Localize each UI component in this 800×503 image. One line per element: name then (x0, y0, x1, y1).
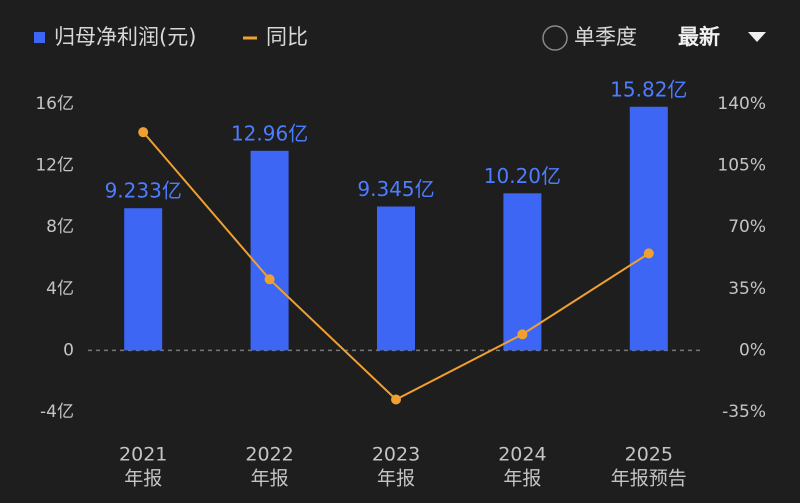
y-tick-label: 0 (63, 340, 74, 360)
quarter-toggle[interactable]: 单季度 (542, 25, 637, 51)
y2-tick-label: 140% (717, 94, 766, 114)
y2-tick-label: 35% (728, 279, 766, 299)
y2-tick-label: -35% (722, 402, 766, 422)
value-label: 15.82亿 (610, 77, 687, 101)
x-tick-label: 2023 (372, 444, 420, 466)
value-label: 10.20亿 (484, 164, 561, 188)
quarter-label[interactable]: 单季度 (574, 25, 637, 49)
y2-tick-label: 0% (739, 340, 766, 360)
y-tick-label: -4亿 (40, 402, 74, 422)
bar (124, 208, 163, 351)
x-tick-label: 2021 (119, 444, 167, 466)
radio[interactable] (542, 25, 568, 51)
y2-tick-label: 105% (717, 156, 766, 176)
legend-swatch (34, 32, 45, 43)
x-tick-label: 年报 (251, 468, 289, 490)
yoy-point (643, 248, 654, 259)
y-tick-label: 12亿 (35, 156, 74, 176)
x-tick-label: 年报 (503, 468, 541, 490)
yoy-point (264, 274, 275, 285)
value-label: 9.233亿 (105, 179, 182, 203)
sort-dropdown[interactable]: 最新 (678, 25, 766, 49)
bar (503, 193, 542, 351)
value-label: 12.96亿 (231, 121, 308, 145)
bar (629, 106, 668, 351)
y2-tick-label: 70% (728, 217, 766, 237)
legend-label: 归母净利润(元) (54, 25, 196, 49)
yoy-point (517, 329, 528, 340)
y-tick-label: 8亿 (46, 217, 74, 237)
y-tick-label: 16亿 (35, 94, 74, 114)
x-tick-label: 年报 (377, 468, 415, 490)
y-tick-label: 4亿 (46, 279, 74, 299)
x-tick-label: 2024 (498, 444, 546, 466)
x-tick-label: 2022 (245, 444, 293, 466)
bar (377, 206, 415, 351)
yoy-point (138, 127, 149, 138)
yoy-point (391, 394, 401, 405)
dropdown-arrow[interactable] (748, 32, 766, 42)
x-tick-label: 2025 (625, 444, 673, 466)
legend-label: 同比 (266, 25, 308, 49)
value-label: 9.345亿 (357, 177, 434, 201)
x-tick-label: 年报预告 (611, 468, 687, 490)
sort-label[interactable]: 最新 (678, 25, 720, 49)
x-tick-label: 年报 (124, 468, 162, 490)
bar (250, 150, 289, 351)
